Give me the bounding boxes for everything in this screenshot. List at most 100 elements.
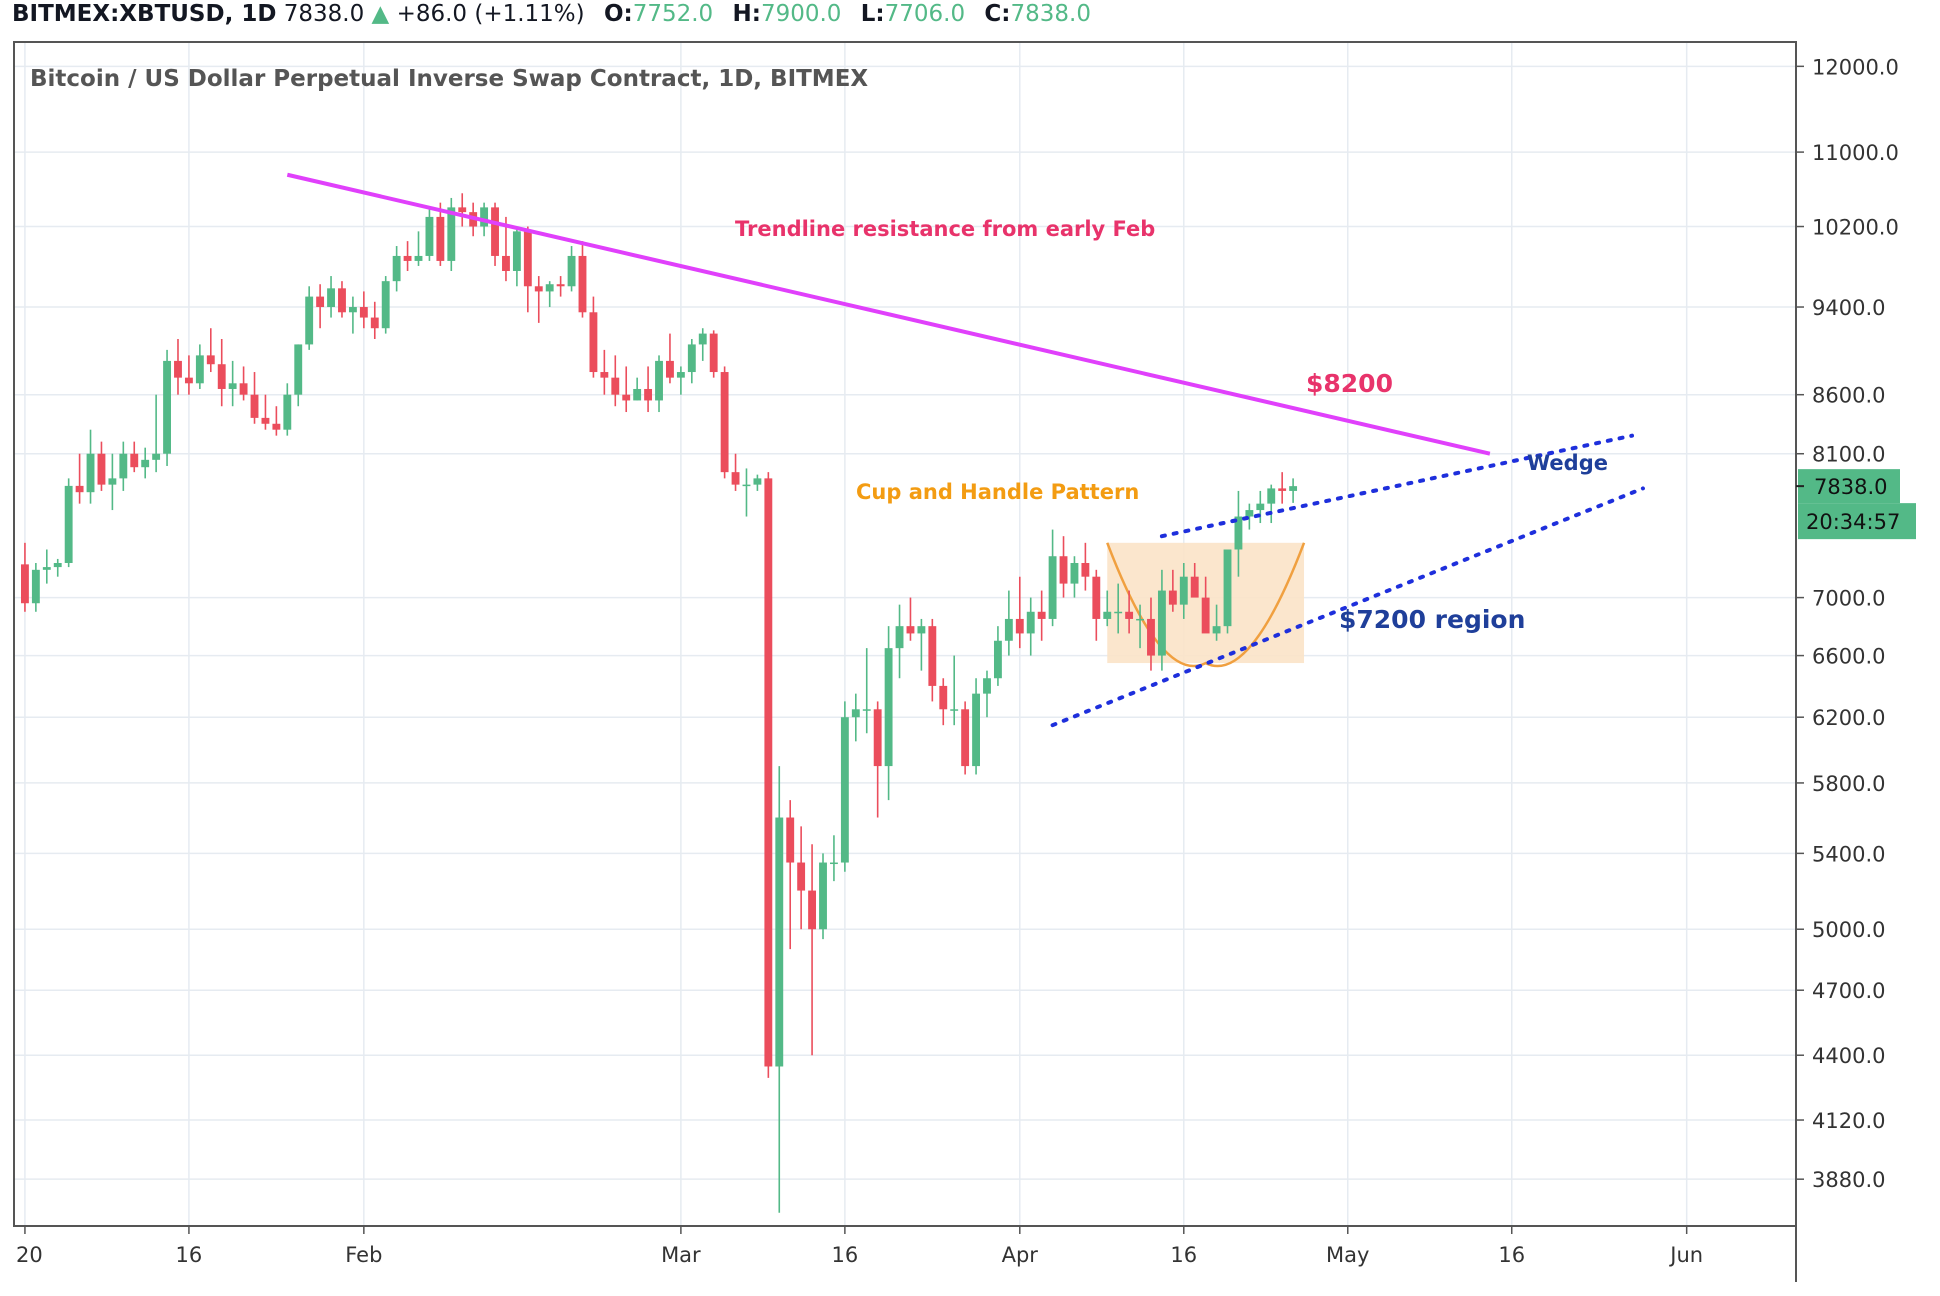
candle-body — [283, 394, 292, 430]
candle-body — [1190, 576, 1199, 598]
candle-body — [961, 709, 970, 767]
close-value: 7838.0 — [1010, 1, 1091, 27]
candle-body — [1147, 618, 1155, 656]
x-tick-label: 16 — [832, 1243, 859, 1267]
high-label: H: — [732, 1, 761, 27]
candle-body — [567, 255, 576, 287]
candle-body — [928, 626, 937, 686]
candle-body — [1136, 618, 1144, 621]
countdown-value: 20:34:57 — [1806, 510, 1900, 534]
wedge-upper-line — [1159, 433, 1635, 539]
candle-body — [425, 216, 434, 256]
candle-body — [414, 255, 423, 261]
price-tags: 7838.0 20:34:57 — [1796, 469, 1916, 540]
candle-body — [1004, 618, 1013, 641]
candle-body — [97, 453, 106, 485]
countdown-tag — [1798, 503, 1916, 540]
y-tick-label: 4400.0 — [1812, 1044, 1885, 1068]
candle-body — [895, 626, 904, 649]
low-label: L: — [860, 1, 885, 27]
candle-body — [86, 453, 95, 493]
candle-body — [1092, 576, 1101, 619]
candle-body — [742, 484, 751, 487]
candle-body — [31, 569, 40, 604]
last-price: 7838.0 — [283, 1, 365, 27]
x-tick-label: 16 — [1170, 1243, 1197, 1267]
candle-body — [1081, 563, 1090, 577]
trendline-resistance — [286, 172, 1491, 456]
candle-body — [458, 207, 467, 213]
x-tick-label: 16 — [1498, 1243, 1525, 1267]
candle-body — [731, 472, 740, 485]
candle-body — [491, 207, 499, 256]
candle-body — [42, 567, 51, 570]
candle-body — [119, 453, 128, 479]
price-axis[interactable]: 12000.0 11000.0 10200.0 9400.0 8600.0 8100.0 7… — [1796, 55, 1899, 1192]
open-label: O: — [603, 1, 633, 27]
close-label: C: — [984, 1, 1011, 27]
y-tick-label: 4700.0 — [1812, 979, 1885, 1003]
y-tick-label: 11000.0 — [1812, 141, 1899, 165]
y-tick-label: 3880.0 — [1812, 1168, 1885, 1192]
y-tick-label: 10200.0 — [1812, 216, 1899, 240]
y-tick-label: 5000.0 — [1812, 918, 1885, 942]
candle-body — [370, 317, 379, 329]
x-tick-label: Mar — [661, 1243, 701, 1267]
candle-body — [206, 355, 215, 365]
candle-body — [1278, 488, 1287, 491]
candle-body — [1026, 611, 1035, 634]
candle-body — [545, 284, 554, 292]
wedge-lower-line — [1050, 486, 1645, 728]
candle-body — [1114, 611, 1123, 614]
price-8200-label: $8200 — [1306, 369, 1393, 398]
candle-body — [512, 231, 521, 271]
candle-body — [1125, 611, 1134, 619]
candle-body — [261, 417, 270, 424]
y-tick-label: 6600.0 — [1812, 645, 1885, 669]
candle-body — [797, 862, 806, 891]
candle-body — [873, 709, 882, 767]
grid-lines — [14, 42, 1796, 1226]
trendline-label: Trendline resistance from early Feb — [735, 217, 1155, 241]
candle-body — [556, 284, 565, 287]
candle-body — [1234, 516, 1243, 550]
y-tick-label: 6200.0 — [1812, 706, 1885, 730]
candle-body — [20, 564, 29, 604]
candle-body — [447, 207, 456, 261]
time-axis[interactable]: 20 16 Feb Mar 16 Apr 16 May 16 Jun — [16, 1226, 1703, 1267]
candle-body — [786, 817, 795, 863]
candle-body — [403, 255, 412, 261]
last-price-tag — [1798, 469, 1900, 504]
candle-body — [250, 394, 259, 418]
candle-body — [1059, 556, 1068, 584]
candle-body — [775, 817, 784, 1067]
candle-body — [764, 478, 773, 1067]
candle-body — [239, 383, 248, 395]
candle-body — [622, 394, 631, 401]
y-tick-label: 8600.0 — [1812, 384, 1885, 408]
candle-body — [840, 717, 849, 863]
candle-body — [272, 423, 281, 430]
candle-body — [294, 344, 303, 395]
candle-body — [808, 890, 817, 930]
candle-body — [75, 485, 84, 493]
candle-body — [666, 360, 674, 378]
symbol-name[interactable]: BITMEX:XBTUSD, 1D — [12, 1, 277, 27]
x-tick-label: Apr — [1002, 1243, 1039, 1267]
candle-body — [644, 388, 653, 401]
candle-body — [392, 255, 401, 282]
candle-body — [1201, 597, 1210, 634]
y-tick-label: 8100.0 — [1812, 443, 1885, 467]
candle-body — [217, 364, 226, 389]
candle-body — [1179, 576, 1188, 605]
candle-body — [228, 383, 237, 389]
candle-body — [1245, 510, 1254, 517]
candle-body — [1223, 549, 1232, 627]
symbol-header: BITMEX:XBTUSD, 1D 7838.0 ▲ +86.0 (+1.11%… — [12, 0, 1091, 28]
candle-body — [578, 255, 587, 313]
annotation-overlays: Trendline resistance from early Feb $8200… — [286, 172, 1645, 728]
candle-body — [184, 377, 193, 384]
candle-body — [709, 333, 718, 373]
candle-body — [1048, 556, 1057, 619]
